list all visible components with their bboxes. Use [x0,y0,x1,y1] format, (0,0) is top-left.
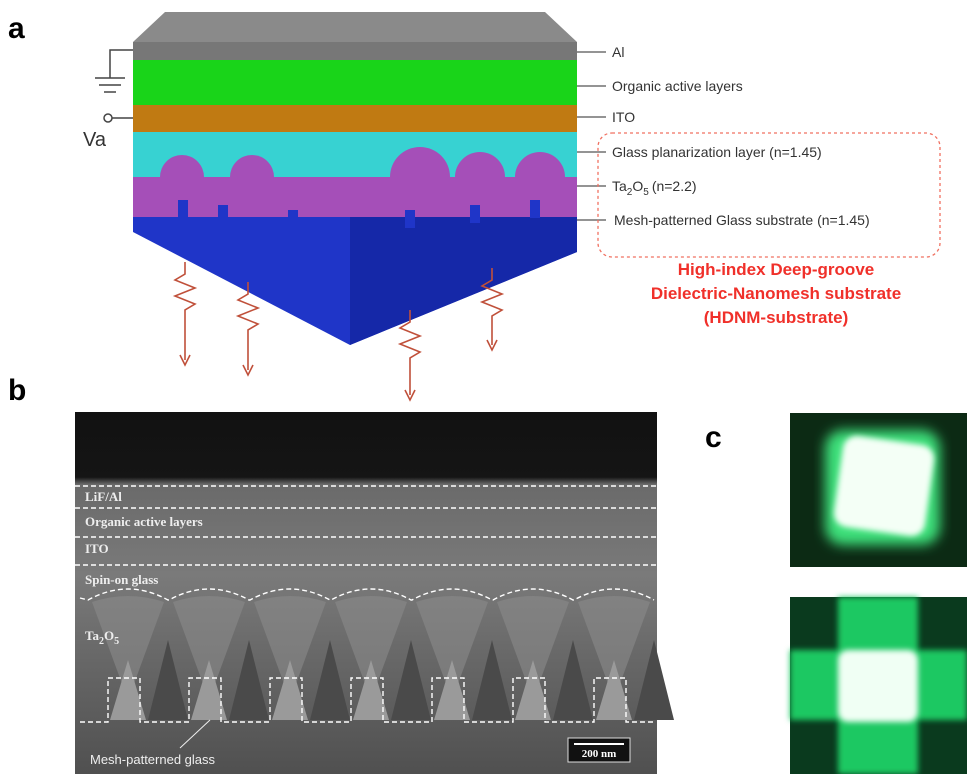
highlight-text: High-index Deep-groove [678,260,874,279]
emission-photo [790,413,967,567]
figure: a b c Va Al Organ [0,0,967,774]
circuit [95,50,133,122]
sem-label: Organic active layers [85,514,203,529]
layer-label: Mesh-patterned Glass substrate (n=1.45) [614,212,870,228]
layer-label: Organic active layers [612,78,743,94]
emission-photo [790,597,967,774]
highlight-text: (HDNM-substrate) [704,308,849,327]
highlight-text: Dielectric-Nanomesh substrate [651,284,901,303]
sem-label: LiF/Al [85,489,122,504]
layer-label: Glass planarization layer (n=1.45) [612,144,822,160]
sem-label: ITO [85,541,109,556]
scale-bar-label: 200 nm [582,748,617,760]
sem-label: Spin-on glass [85,572,158,587]
panel-label: c [705,421,722,454]
panel-label: a [8,12,25,45]
device-stack [130,60,580,357]
sem-image: LiF/Al Organic active layers ITO Spin-on… [75,412,674,774]
bias-label: Va [83,129,107,151]
layer-label: ITO [612,109,635,125]
layer-label: Al [612,44,624,60]
layer-label: Ta2O5(n=2.2) [612,178,697,198]
panel-label: b [8,374,26,407]
top-electrode-edge [133,42,577,60]
sem-label: Mesh-patterned glass [90,752,216,767]
